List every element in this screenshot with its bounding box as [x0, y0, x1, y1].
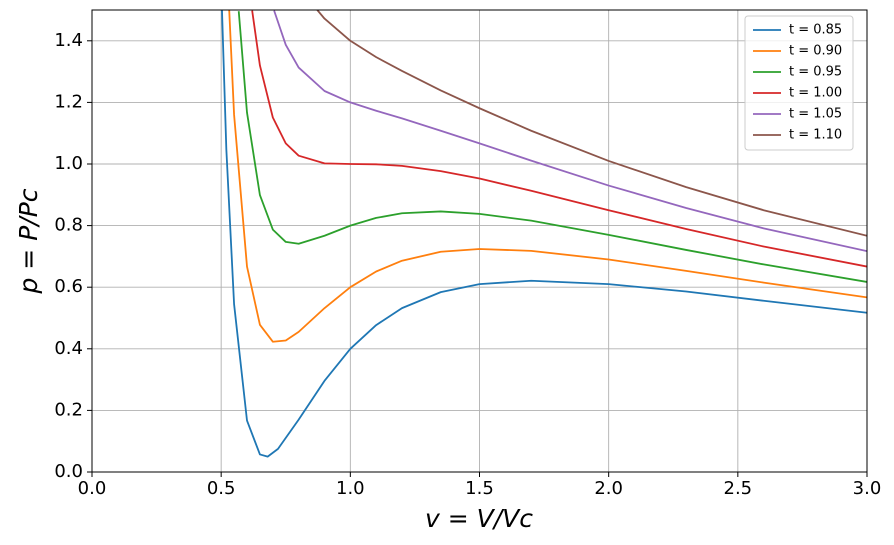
x-tick-label: 0.0 — [78, 478, 107, 499]
y-tick-label: 0.6 — [54, 276, 83, 297]
x-tick-label: 1.5 — [465, 478, 494, 499]
x-tick-label: 3.0 — [853, 478, 882, 499]
y-tick-label: 0.2 — [54, 399, 83, 420]
legend-label: t = 0.85 — [789, 23, 842, 38]
legend-label: t = 0.95 — [789, 65, 842, 80]
x-tick-label: 2.5 — [724, 478, 753, 499]
y-tick-label: 1.2 — [54, 91, 83, 112]
x-tick-label: 0.5 — [207, 478, 236, 499]
x-axis-label: v = V/Vc — [425, 504, 533, 533]
series-line — [237, 11, 867, 283]
plot-area — [221, 10, 867, 458]
series-line — [221, 10, 867, 458]
y-tick-label: 0.8 — [54, 215, 83, 236]
series-line — [251, 10, 867, 268]
legend-label: t = 1.05 — [789, 107, 842, 122]
y-tick-label: 0.0 — [54, 461, 83, 482]
x-tick-label: 1.0 — [336, 478, 365, 499]
series-line — [273, 10, 867, 253]
y-tick-label: 0.4 — [54, 338, 83, 359]
series-line — [228, 10, 867, 343]
legend-label: t = 0.90 — [789, 44, 842, 59]
series-line — [316, 10, 867, 237]
y-tick-label: 1.0 — [54, 153, 83, 174]
legend-label: t = 1.10 — [789, 128, 842, 143]
y-axis-label: p = P/Pc — [14, 188, 43, 294]
y-tick-label: 1.4 — [54, 30, 83, 51]
legend-box — [744, 15, 854, 151]
legend-label: t = 1.00 — [789, 86, 842, 101]
x-tick-label: 2.0 — [594, 478, 623, 499]
plot-frame — [91, 9, 868, 473]
